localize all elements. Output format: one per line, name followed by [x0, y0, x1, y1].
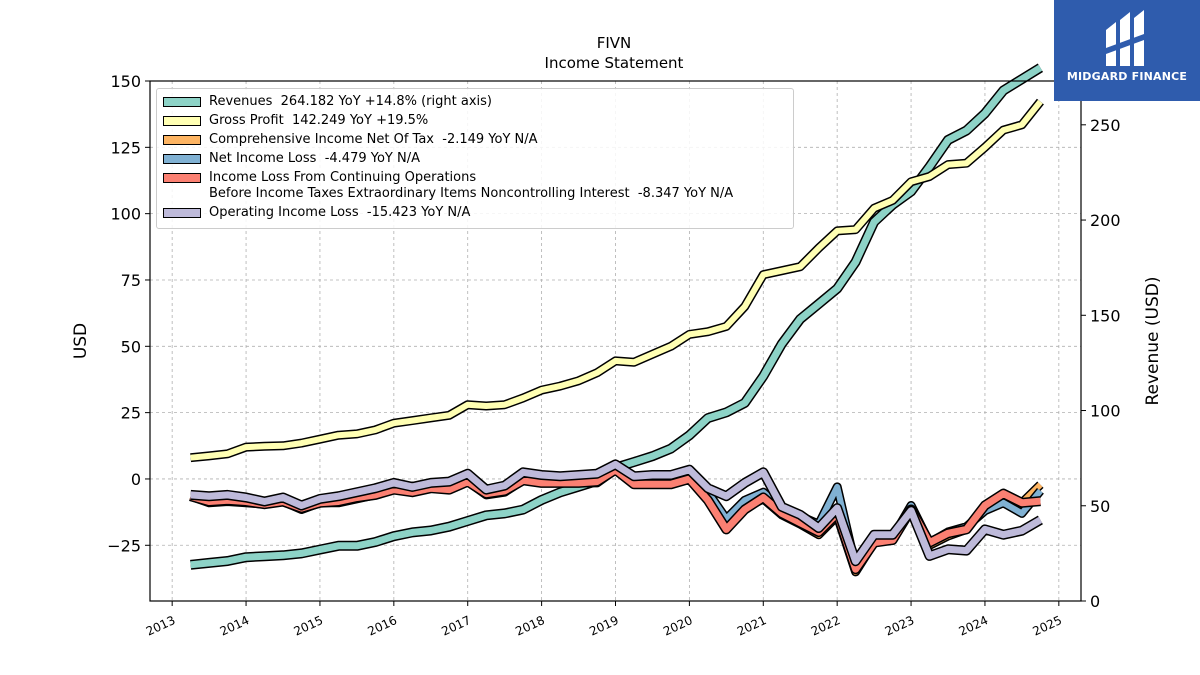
- series-stroke: [190, 460, 1043, 565]
- right-axis-ticks: 250 200 150 100 50 0: [1081, 116, 1121, 611]
- y-tick-label: 125: [110, 138, 141, 157]
- x-tick-label: 2024: [957, 613, 991, 639]
- legend-label: Gross Profit 142.249 YoY +19.5%: [209, 113, 429, 128]
- x-tick-label: 2016: [365, 613, 399, 639]
- x-tick-label: 2013: [144, 613, 178, 639]
- y2-axis-label: Revenue (USD): [1143, 276, 1163, 405]
- legend-swatch: [163, 116, 201, 126]
- series-line-5: [190, 459, 1043, 567]
- legend-swatch: [163, 208, 201, 218]
- y-tick-label: −25: [107, 536, 141, 555]
- y-tick-label: 25: [121, 404, 141, 423]
- x-tick-label: 2015: [292, 613, 326, 639]
- y-tick-label: 0: [131, 470, 141, 489]
- series-line-1: [190, 98, 1044, 463]
- legend-item: Income Loss From Continuing Operations B…: [163, 170, 787, 202]
- y2-tick-label: 150: [1090, 306, 1121, 325]
- legend-item: Net Income Loss -4.479 YoY N/A: [163, 151, 787, 167]
- y2-tick-label: 250: [1090, 116, 1121, 135]
- y2-tick-label: 0: [1090, 592, 1100, 611]
- logo-mark-icon: [1106, 10, 1144, 66]
- x-tick-label: 2025: [1030, 613, 1064, 639]
- x-tick-label: 2023: [883, 613, 917, 639]
- legend-item: Comprehensive Income Net Of Tax -2.149 Y…: [163, 132, 787, 148]
- legend-label: Income Loss From Continuing Operations B…: [209, 170, 734, 201]
- y-axis-label: USD: [71, 323, 91, 359]
- y-tick-label: 100: [110, 205, 141, 224]
- y-tick-label: 50: [121, 337, 141, 356]
- y2-tick-label: 100: [1090, 402, 1121, 421]
- logo-text: MIDGARD FINANCE: [1066, 70, 1188, 83]
- legend-swatch: [163, 97, 201, 107]
- legend-label: Operating Income Loss -15.423 YoY N/A: [209, 205, 471, 220]
- legend-label: Comprehensive Income Net Of Tax -2.149 Y…: [209, 132, 538, 147]
- chart-legend: Revenues 264.182 YoY +14.8% (right axis)…: [156, 88, 794, 229]
- chart-subtitle: Income Statement: [545, 54, 684, 72]
- left-axis-ticks: 150 125 100 75 50 25 0 −25: [107, 72, 150, 555]
- chart-title: FIVN: [597, 34, 632, 52]
- legend-swatch: [163, 154, 201, 164]
- legend-swatch: [163, 135, 201, 145]
- y2-tick-label: 50: [1090, 497, 1110, 516]
- x-tick-label: 2021: [735, 613, 769, 639]
- brand-logo: MIDGARD FINANCE: [1054, 0, 1200, 101]
- x-tick-label: 2020: [661, 613, 695, 639]
- legend-item: Operating Income Loss -15.423 YoY N/A: [163, 205, 787, 221]
- legend-label: Revenues 264.182 YoY +14.8% (right axis): [209, 94, 492, 109]
- x-tick-label: 2022: [809, 613, 843, 639]
- y2-tick-label: 200: [1090, 211, 1121, 230]
- x-axis-ticks: 2013 2014 2015 2016 2017 2018 2019 2020 2021 2022…: [144, 601, 1064, 639]
- x-tick-label: 2019: [587, 613, 621, 639]
- x-tick-label: 2017: [439, 613, 473, 639]
- legend-item: Revenues 264.182 YoY +14.8% (right axis): [163, 94, 787, 110]
- x-tick-label: 2014: [218, 613, 252, 639]
- legend-item: Gross Profit 142.249 YoY +19.5%: [163, 113, 787, 129]
- y-tick-label: 150: [110, 72, 141, 91]
- legend-label: Net Income Loss -4.479 YoY N/A: [209, 151, 420, 166]
- series-stroke: [190, 99, 1043, 461]
- y-tick-label: 75: [121, 271, 141, 290]
- x-tick-label: 2018: [513, 613, 547, 639]
- series-layer: [189, 63, 1044, 577]
- legend-swatch: [163, 173, 201, 183]
